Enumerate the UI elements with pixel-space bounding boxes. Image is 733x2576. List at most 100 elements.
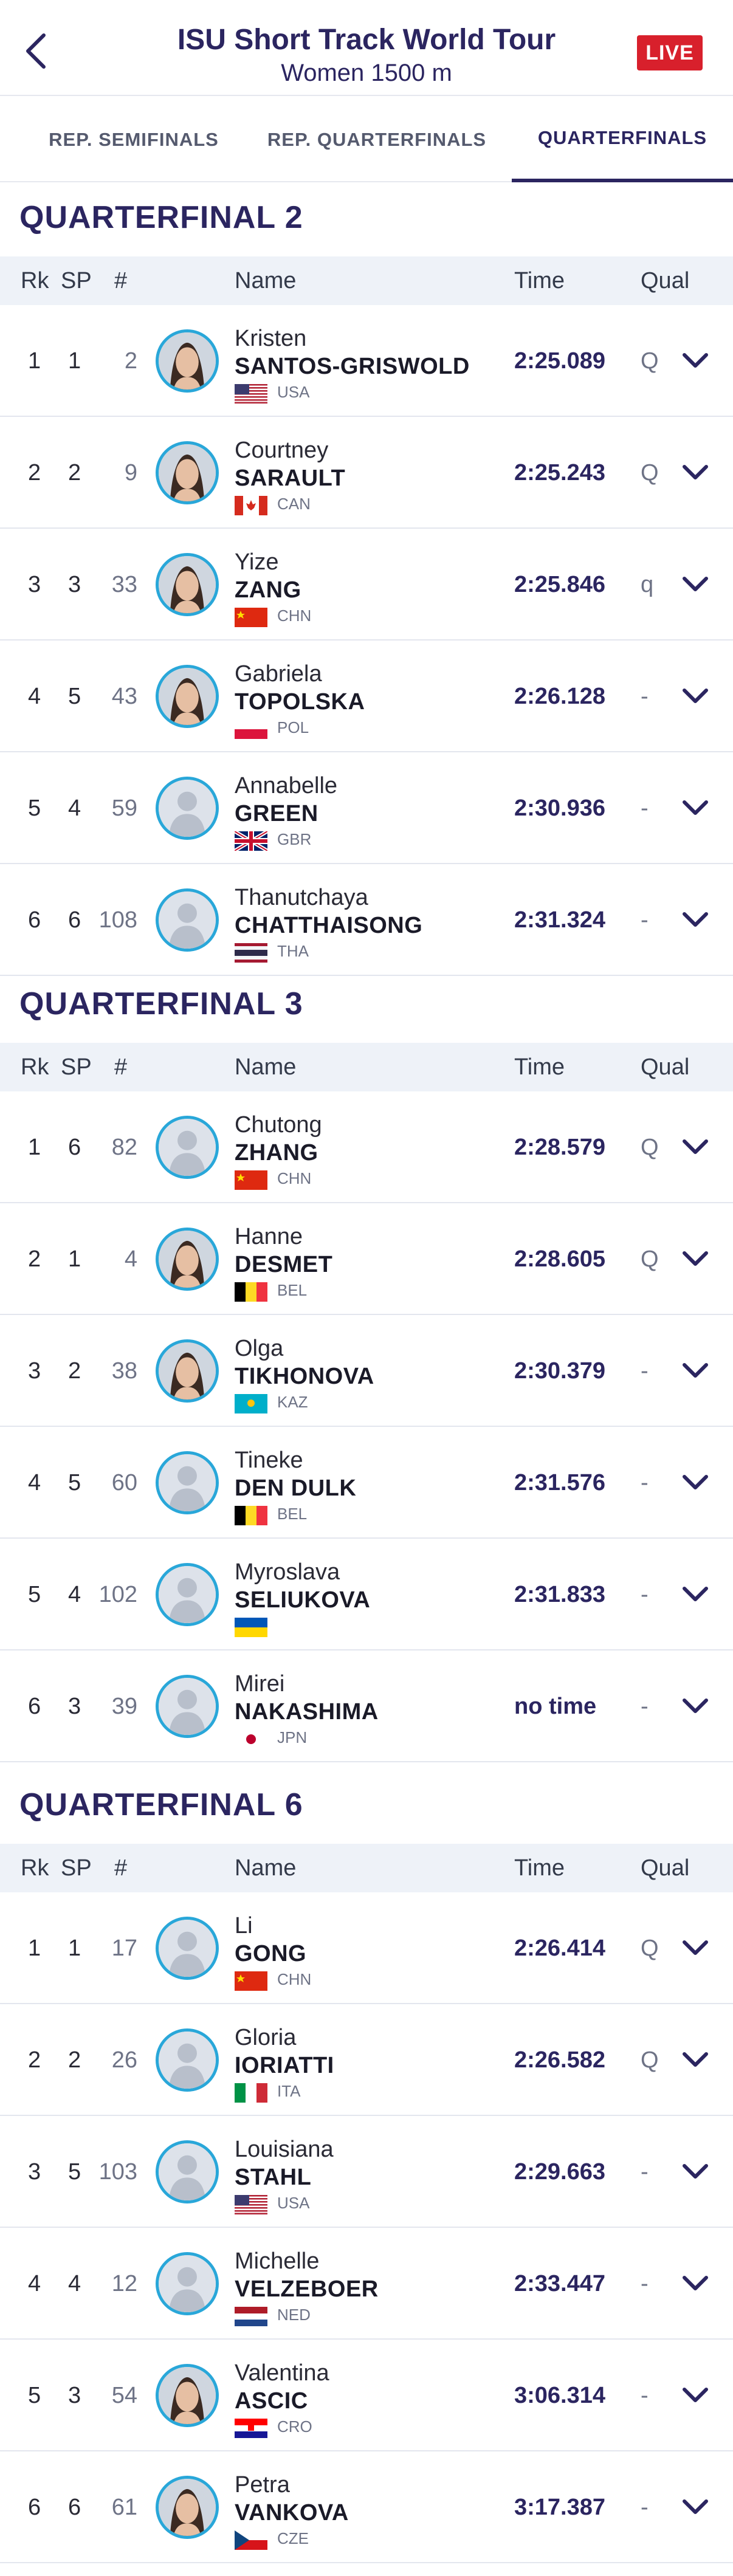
- flag-icon: [235, 608, 267, 627]
- tab-rep-quarterfinals[interactable]: REP. QUARTERFINALS: [267, 129, 487, 150]
- back-button[interactable]: [18, 27, 55, 75]
- table-row[interactable]: 5 4 102 Myroslava SELIUKOVA 2:31.833 -: [0, 1539, 733, 1650]
- last-name: TIKHONOVA: [235, 1364, 374, 1389]
- race-time: 2:25.243: [514, 460, 606, 486]
- table-row[interactable]: 2 2 9 Courtney SARAULT CAN 2:25.243 Q: [0, 417, 733, 529]
- table-row[interactable]: 4 5 43 Gabriela TOPOLSKA POL 2:26.128 -: [0, 641, 733, 752]
- last-name: GONG: [235, 1941, 307, 1966]
- chevron-down-icon[interactable]: [680, 2492, 711, 2523]
- country-code: CHN: [277, 1970, 312, 1988]
- last-name: NAKASHIMA: [235, 1699, 379, 1725]
- rank: 5: [28, 2383, 41, 2408]
- chevron-down-icon[interactable]: [680, 2268, 711, 2300]
- chevron-down-icon[interactable]: [680, 2380, 711, 2411]
- race-time: 2:33.447: [514, 2271, 606, 2296]
- col-time: Time: [514, 1054, 565, 1080]
- col-qual: Qual: [641, 268, 690, 294]
- chevron-down-icon[interactable]: [680, 904, 711, 936]
- qualification: Q: [641, 348, 659, 374]
- table-row[interactable]: 4 4 12 Michelle VELZEBOER NED 2:33.447 -: [0, 2228, 733, 2340]
- qualification: -: [641, 1694, 649, 1719]
- last-name: IORIATTI: [235, 2053, 334, 2078]
- table-row[interactable]: 5 4 59 Annabelle GREEN GBR 2:30.936 -: [0, 752, 733, 864]
- avatar: [156, 2252, 219, 2315]
- country-code: POL: [277, 718, 309, 737]
- race-time: no time: [514, 1694, 597, 1719]
- chevron-down-icon[interactable]: [680, 2156, 711, 2188]
- start-position: 6: [68, 907, 81, 933]
- rank: 3: [28, 2159, 41, 2185]
- table-row[interactable]: 1 6 82 Chutong ZHANG CHN 2:28.579 Q: [0, 1091, 733, 1203]
- chevron-down-icon[interactable]: [680, 681, 711, 712]
- start-position: 3: [68, 1694, 81, 1719]
- avatar: [156, 2140, 219, 2203]
- col-qual: Qual: [641, 1855, 690, 1881]
- start-position: 6: [68, 1135, 81, 1160]
- country-code: KAZ: [277, 1393, 308, 1411]
- tab-rep-semifinals[interactable]: REP. SEMIFINALS: [49, 129, 219, 150]
- start-position: 5: [68, 2159, 81, 2185]
- chevron-down-icon[interactable]: [680, 1579, 711, 1610]
- table-row[interactable]: 2 2 26 Gloria IORIATTI ITA 2:26.582 Q: [0, 2004, 733, 2116]
- race-time: 2:30.936: [514, 795, 606, 821]
- country-code: BEL: [277, 1505, 308, 1523]
- rank: 6: [28, 1694, 41, 1719]
- bib-number: 60: [111, 1470, 137, 1496]
- col-start-position: SP: [61, 268, 92, 294]
- chevron-down-icon[interactable]: [680, 569, 711, 600]
- table-row[interactable]: 1 1 17 Li GONG CHN 2:26.414 Q: [0, 1892, 733, 2004]
- flag-icon: [235, 496, 267, 515]
- col-name: Name: [235, 1855, 297, 1881]
- flag-icon: [235, 1618, 267, 1637]
- avatar: [156, 1228, 219, 1291]
- table-row[interactable]: 3 2 38 Olga TIKHONOVA KAZ 2:30.379 -: [0, 1315, 733, 1427]
- race-time: 2:31.833: [514, 1582, 606, 1607]
- last-name: ZANG: [235, 577, 301, 603]
- table-row[interactable]: 6 6 108 Thanutchaya CHATTHAISONG THA 2:3…: [0, 864, 733, 976]
- rank: 2: [28, 460, 41, 486]
- flag-icon: [235, 384, 267, 404]
- table-row[interactable]: 6 6 61 Petra VANKOVA CZE 3:17.387 -: [0, 2451, 733, 2563]
- event-subtitle: Women 1500 m: [281, 60, 452, 86]
- chevron-down-icon[interactable]: [680, 1932, 711, 1964]
- chevron-down-icon[interactable]: [680, 457, 711, 489]
- table-row[interactable]: 3 3 33 Yize ZANG CHN 2:25.846 q: [0, 529, 733, 641]
- chevron-down-icon[interactable]: [680, 1355, 711, 1387]
- tab-quarterfinals[interactable]: QUARTERFINALS: [512, 97, 733, 182]
- live-badge[interactable]: LIVE: [637, 35, 703, 70]
- qualification: -: [641, 2495, 649, 2520]
- col-start-position: SP: [61, 1855, 92, 1881]
- chevron-down-icon[interactable]: [680, 2044, 711, 2076]
- chevron-down-icon[interactable]: [680, 1243, 711, 1275]
- bib-number: 4: [124, 1246, 137, 1272]
- table-row[interactable]: 6 3 39 Mirei NAKASHIMA JPN no time -: [0, 1650, 733, 1762]
- table-row[interactable]: 5 3 54 Valentina ASCIC CRO 3:06.314 -: [0, 2340, 733, 2451]
- table-row[interactable]: 4 5 60 Tineke DEN DULK BEL 2:31.576 -: [0, 1427, 733, 1539]
- qualification: Q: [641, 2047, 659, 2073]
- table-row[interactable]: 3 5 103 Louisiana STAHL USA 2:29.663 -: [0, 2116, 733, 2228]
- start-position: 2: [68, 460, 81, 486]
- last-name: SANTOS-GRISWOLD: [235, 354, 470, 379]
- first-name: Gabriela: [235, 661, 322, 687]
- country-code: CAN: [277, 495, 311, 513]
- bib-number: 33: [111, 572, 137, 597]
- rank: 6: [28, 907, 41, 933]
- avatar: [156, 888, 219, 952]
- chevron-down-icon[interactable]: [680, 792, 711, 824]
- first-name: Thanutchaya: [235, 885, 368, 910]
- chevron-down-icon[interactable]: [680, 1467, 711, 1499]
- chevron-down-icon[interactable]: [680, 1132, 711, 1163]
- start-position: 4: [68, 795, 81, 821]
- last-name: ASCIC: [235, 2388, 308, 2414]
- bib-number: 17: [111, 1935, 137, 1961]
- country-code: CHN: [277, 606, 312, 625]
- round-tabs: REP. SEMIFINALS REP. QUARTERFINALS QUART…: [0, 97, 733, 182]
- table-row[interactable]: 2 1 4 Hanne DESMET BEL 2:28.605 Q: [0, 1203, 733, 1315]
- chevron-down-icon[interactable]: [680, 345, 711, 377]
- col-time: Time: [514, 1855, 565, 1881]
- qualification: -: [641, 795, 649, 821]
- avatar: [156, 1563, 219, 1626]
- chevron-down-icon[interactable]: [680, 1691, 711, 1722]
- col-rank: Rk: [21, 268, 49, 294]
- table-row[interactable]: 1 1 2 Kristen SANTOS-GRISWOLD USA 2:25.0…: [0, 305, 733, 417]
